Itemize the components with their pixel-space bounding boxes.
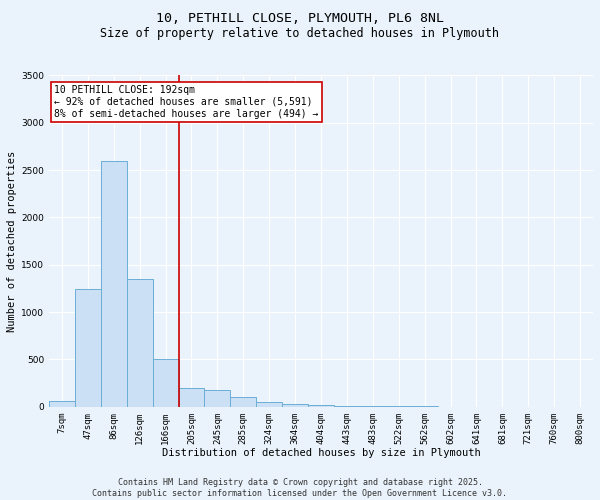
Text: Contains HM Land Registry data © Crown copyright and database right 2025.
Contai: Contains HM Land Registry data © Crown c… xyxy=(92,478,508,498)
Bar xyxy=(205,390,230,407)
Bar xyxy=(360,406,386,407)
Text: 10, PETHILL CLOSE, PLYMOUTH, PL6 8NL: 10, PETHILL CLOSE, PLYMOUTH, PL6 8NL xyxy=(156,12,444,26)
Y-axis label: Number of detached properties: Number of detached properties xyxy=(7,150,17,332)
Bar xyxy=(256,402,282,407)
Bar xyxy=(334,406,360,407)
X-axis label: Distribution of detached houses by size in Plymouth: Distribution of detached houses by size … xyxy=(161,448,481,458)
Bar xyxy=(49,401,75,407)
Text: 10 PETHILL CLOSE: 192sqm
← 92% of detached houses are smaller (5,591)
8% of semi: 10 PETHILL CLOSE: 192sqm ← 92% of detach… xyxy=(55,86,319,118)
Bar xyxy=(230,398,256,407)
Bar xyxy=(101,160,127,407)
Text: Size of property relative to detached houses in Plymouth: Size of property relative to detached ho… xyxy=(101,28,499,40)
Bar xyxy=(282,404,308,407)
Bar xyxy=(179,388,205,407)
Bar xyxy=(75,290,101,407)
Bar xyxy=(152,360,179,407)
Bar xyxy=(308,406,334,407)
Bar xyxy=(127,279,152,407)
